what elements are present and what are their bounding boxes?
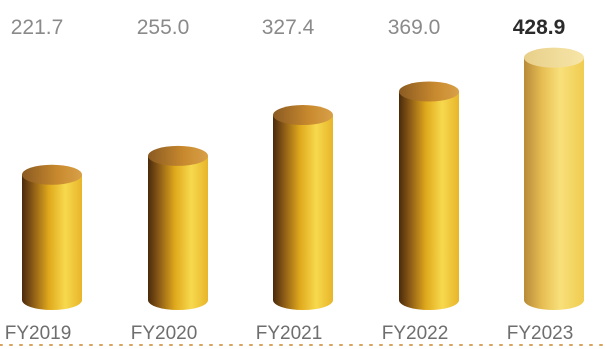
value-label: 369.0 (388, 16, 441, 39)
bar-fy2022 (399, 81, 459, 310)
bar-body (22, 174, 82, 310)
bar-top (524, 47, 584, 68)
bar-fy2023 (524, 47, 584, 310)
bars-layer (22, 47, 584, 310)
bar-body (524, 57, 584, 310)
category-label: FY2022 (382, 323, 449, 344)
value-label: 221.7 (11, 16, 64, 39)
bar-body (148, 155, 208, 310)
category-label: FY2021 (256, 323, 323, 344)
bar-top (273, 105, 333, 126)
labels-layer: 221.7 FY2019 255.0 FY2020 327.4 FY2021 369.0 FY… (5, 16, 574, 344)
bar-top (22, 164, 82, 185)
value-label: 327.4 (262, 16, 315, 39)
value-label: 255.0 (137, 16, 190, 39)
bar-top (399, 81, 459, 102)
bar-body (273, 115, 333, 310)
bar-fy2020 (148, 145, 208, 310)
category-label: FY2019 (5, 323, 72, 344)
bar-body (399, 91, 459, 310)
category-label: FY2023 (507, 323, 574, 344)
bar-fy2021 (273, 105, 333, 310)
bar-top (148, 145, 208, 166)
bar-fy2019 (22, 164, 82, 310)
category-label: FY2020 (131, 323, 198, 344)
value-label: 428.9 (513, 16, 566, 39)
